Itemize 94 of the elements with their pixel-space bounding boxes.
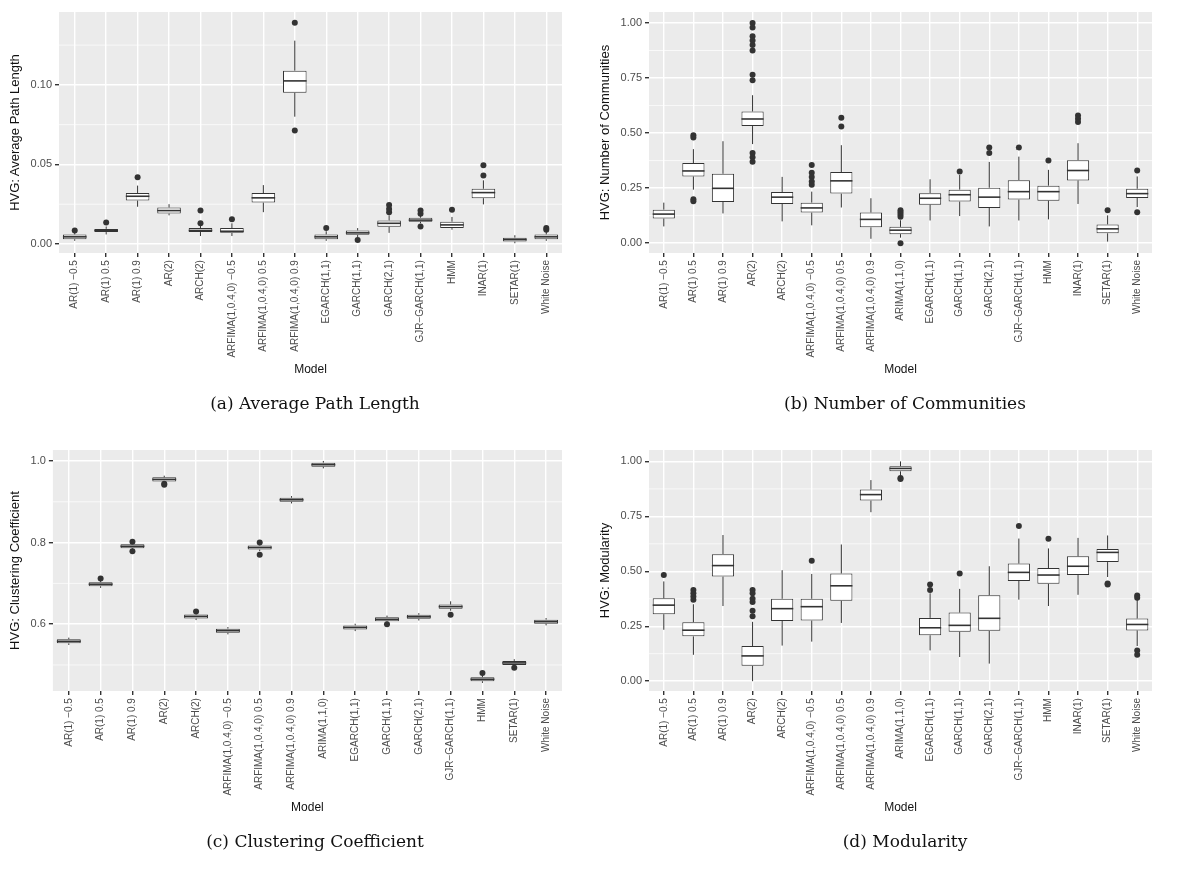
y-tick-label: 0.10 [30,77,53,90]
y-tick-label: 0.6 [30,617,46,630]
x-tick-label: HMM [1042,698,1054,722]
y-tick-label: 0.00 [620,236,643,249]
x-tick-label: HMM [1042,260,1054,284]
x-tick-label: GARCH(1,1) [351,260,363,317]
x-tick-label: ARFIMA(1,0.4,0) 0.5 [835,259,847,352]
x-tick-label: ARCH(2) [189,698,201,739]
x-tick-label: AR(2) [162,260,174,287]
x-tick-label: ARFIMA(1,0.4,0) 0.5 [253,697,265,790]
y-tick-label: 0.75 [620,71,643,84]
x-tick-label: ARIMA(1,1,0) [894,260,906,321]
text: (b) Number of Communities [783,393,1027,413]
x-tick-label: ARFIMA(1,0.4,0) 0.9 [288,259,300,352]
x-tick-label: AR(2) [746,260,758,287]
x-tick-label: ARFIMA(1,0.4,0) 0.9 [864,697,876,790]
x-tick-label: SETAR(1) [1101,698,1113,743]
y-tick-label: 1.0 [30,454,46,467]
y-tick-label: 0.05 [30,157,53,170]
x-tick-label: White Noise [1130,697,1142,752]
x-tick-label: AR(1) 0.9 [131,259,143,303]
x-tick-label: AR(1) 0.5 [99,259,111,303]
x-tick-label: ARCH(2) [775,698,787,739]
x-tick-label: ARCH(2) [194,260,206,301]
text: (c) Clustering Coefficient [205,831,425,851]
y-tick-label: 0.25 [620,619,643,632]
y-axis-title: HVG: Clustering Coefficient [7,490,23,650]
x-tick-label: AR(1) −0.5 [68,259,80,309]
x-tick-label: GARCH(2,1) [983,698,995,755]
x-axis-title: Model [884,362,917,377]
x-tick-label: ARFIMA(1,0.4,0) 0.9 [864,259,876,352]
y-axis-title: HVG: Number of Communities [597,44,613,221]
x-tick-label: EGARCH(1,1) [319,260,331,324]
x-tick-label: AR(1) −0.5 [657,697,669,747]
x-tick-label: White Noise [539,697,551,752]
y-tick-label: 0.00 [620,674,643,687]
x-tick-label: GARCH(1,1) [953,260,965,317]
y-tick-label: 0.00 [30,237,53,250]
x-tick-label: GARCH(1,1) [380,698,392,755]
x-tick-label: GJR−GARCH(1,1) [414,260,426,343]
y-tick-label: 0.25 [620,181,643,194]
x-tick-label: GARCH(2,1) [382,260,394,317]
y-tick-label: 1.00 [620,454,643,467]
x-tick-label: AR(1) −0.5 [657,259,669,309]
x-tick-label: GJR−GARCH(1,1) [1012,260,1024,343]
x-tick-label: ARCH(2) [775,260,787,301]
y-axis-title: HVG: Average Path Length [7,54,23,211]
x-tick-label: HMM [476,698,488,722]
x-axis-title: Model [294,362,327,377]
x-tick-label: GARCH(2,1) [983,260,995,317]
x-tick-label: INAR(1) [1071,260,1083,297]
x-tick-label: GJR−GARCH(1,1) [1012,698,1024,781]
x-tick-label: ARIMA(1,1,0) [894,698,906,759]
x-tick-label: AR(1) 0.5 [687,697,699,741]
x-tick-label: INAR(1) [477,260,489,297]
y-tick-label: 0.50 [620,564,643,577]
x-axis-title: Model [291,800,324,815]
x-tick-label: ARFIMA(1,0.4,0) −0.5 [805,697,817,796]
x-tick-label: EGARCH(1,1) [348,698,360,762]
x-tick-label: AR(1) 0.9 [716,697,728,741]
x-tick-label: SETAR(1) [508,698,520,743]
text: (a) Average Path Length [209,393,421,413]
x-tick-label: AR(1) 0.9 [126,697,138,741]
x-tick-label: SETAR(1) [1101,260,1113,305]
x-tick-label: White Noise [540,259,552,314]
x-tick-label: GARCH(1,1) [953,698,965,755]
x-tick-label: EGARCH(1,1) [923,698,935,762]
x-tick-label: White Noise [1130,259,1142,314]
x-tick-label: SETAR(1) [508,260,520,305]
x-tick-label: ARIMA(1,1,0) [317,698,329,759]
x-tick-label: GJR−GARCH(1,1) [444,698,456,781]
x-tick-label: ARFIMA(1,0.4,0) −0.5 [225,259,237,358]
y-tick-label: 0.75 [620,509,643,522]
x-tick-label: AR(1) 0.9 [716,259,728,303]
x-tick-label: AR(1) 0.5 [94,697,106,741]
x-tick-label: ARFIMA(1,0.4,0) −0.5 [221,697,233,796]
x-tick-label: AR(1) −0.5 [62,697,74,747]
text: (d) Modularity [841,831,969,851]
x-tick-label: ARFIMA(1,0.4,0) 0.5 [257,259,269,352]
x-tick-label: ARFIMA(1,0.4,0) 0.5 [835,697,847,790]
x-tick-label: AR(1) 0.5 [687,259,699,303]
x-tick-label: AR(2) [746,698,758,725]
y-tick-label: 0.8 [30,535,46,548]
y-tick-label: 0.50 [620,126,643,139]
x-axis-title: Model [884,800,917,815]
y-axis-title: HVG: Modularity [597,522,613,619]
y-tick-label: 1.00 [620,16,643,29]
x-tick-label: HMM [445,260,457,284]
x-tick-label: GARCH(2,1) [412,698,424,755]
x-tick-label: ARFIMA(1,0.4,0) −0.5 [805,259,817,358]
x-tick-label: INAR(1) [1071,698,1083,735]
x-tick-label: ARFIMA(1,0.4,0) 0.9 [285,697,297,790]
x-tick-label: EGARCH(1,1) [923,260,935,324]
x-tick-label: AR(2) [158,698,170,725]
